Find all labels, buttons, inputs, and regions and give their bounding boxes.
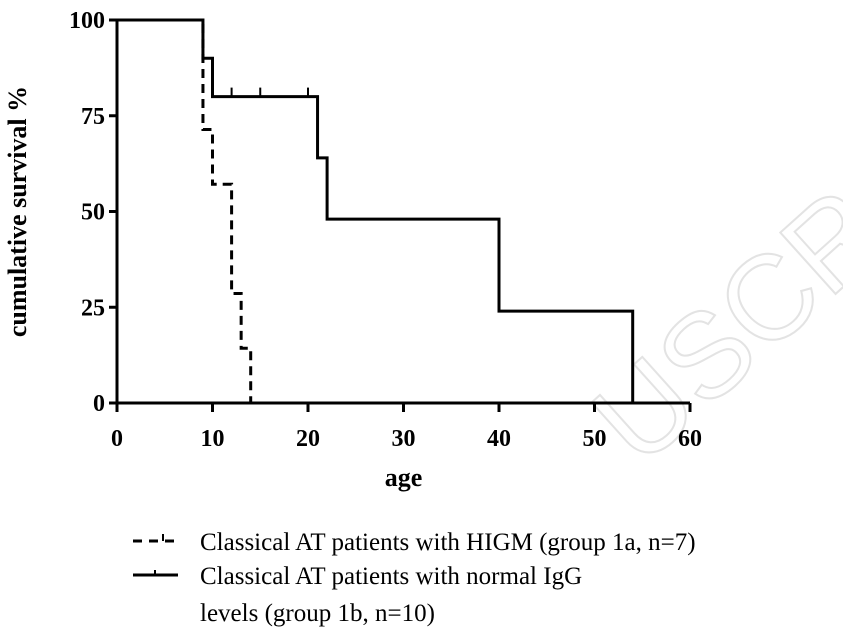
series-line-2 [117, 18, 635, 403]
y-tick-label: 100 [69, 8, 105, 34]
legend-label-2: levels (group 1b, n=10) [200, 600, 435, 627]
x-tick-label: 30 [392, 426, 416, 452]
plot-area: 0 25 50 75 100 0 10 20 30 40 50 60 age cumulative sur… [3, 8, 702, 492]
watermark-text: USCRI [568, 140, 843, 489]
y-tick-label: 50 [81, 200, 105, 226]
x-tick-label: 0 [111, 426, 123, 452]
x-tick-label: 40 [487, 426, 511, 452]
series-line-1 [117, 18, 253, 403]
x-tick-label: 10 [201, 426, 225, 452]
y-tick-label: 0 [93, 391, 105, 417]
y-tick-label: 75 [81, 104, 105, 130]
x-tick-label: 60 [678, 426, 702, 452]
legend-label-2: Classical AT patients with normal IgG [200, 563, 582, 590]
x-axis-title: age [385, 463, 423, 492]
x-tick-label: 50 [583, 426, 607, 452]
y-tick-label: 25 [81, 295, 105, 321]
legend-label-1: Classical AT patients with HIGM (group 1… [200, 529, 696, 556]
x-tick-label: 20 [296, 426, 320, 452]
legend: Classical AT patients with HIGM (group 1… [133, 529, 696, 627]
y-axis-title: cumulative survival % [3, 86, 32, 337]
